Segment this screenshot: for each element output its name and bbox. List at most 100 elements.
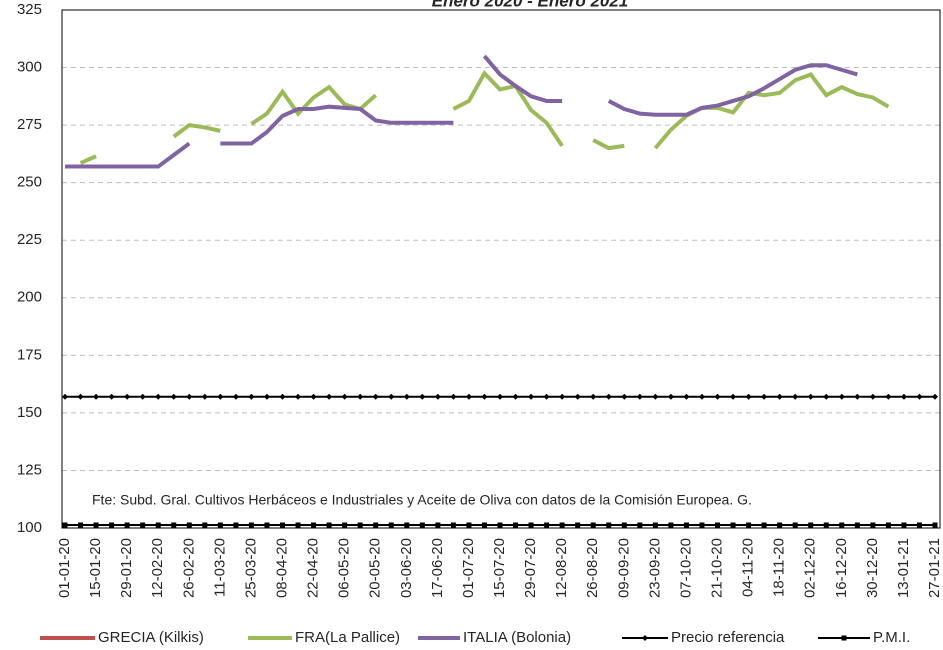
marker (466, 522, 472, 528)
marker (761, 522, 767, 528)
marker (808, 522, 814, 528)
marker (621, 522, 627, 528)
x-tick-label: 30-12-20 (864, 538, 881, 598)
marker (559, 393, 566, 400)
marker (62, 393, 68, 400)
marker (108, 393, 115, 400)
x-tick-label: 06-05-20 (336, 538, 353, 598)
marker (280, 522, 285, 528)
marker (419, 522, 425, 528)
marker (932, 393, 938, 400)
plot-frame (61, 9, 941, 529)
legend-label: FRA(La Pallice) (295, 629, 400, 646)
marker (372, 393, 379, 400)
chart-title: Enero 2020 - Enero 2021 (432, 0, 629, 10)
x-tick-label: 17-06-20 (429, 538, 446, 598)
x-tick-label: 26-02-20 (180, 538, 197, 598)
legend-marker (841, 635, 847, 641)
marker (574, 393, 581, 400)
legend-label: P.M.I. (873, 629, 910, 646)
marker (450, 393, 457, 400)
x-tick-label: 07-10-20 (677, 538, 694, 598)
marker (62, 522, 68, 528)
series-line (65, 54, 858, 169)
x-tick-label: 27-01-21 (926, 538, 943, 598)
x-tick-label: 01-07-20 (460, 538, 477, 598)
marker (77, 393, 84, 400)
marker (232, 393, 239, 400)
marker (854, 393, 861, 400)
marker (621, 393, 628, 400)
marker (435, 522, 441, 528)
marker (869, 393, 876, 400)
marker (730, 522, 736, 528)
marker (310, 393, 317, 400)
marker (901, 522, 907, 528)
marker (403, 393, 410, 400)
marker (916, 393, 923, 400)
x-tick-label: 21-10-20 (708, 538, 725, 598)
x-tick-label: 22-04-20 (305, 538, 322, 598)
marker (341, 393, 348, 400)
marker (652, 522, 658, 528)
marker (699, 522, 705, 528)
marker (93, 522, 99, 528)
x-tick-label: 08-04-20 (273, 538, 290, 598)
marker (528, 393, 535, 400)
marker (264, 522, 270, 528)
x-tick-label: 29-01-20 (118, 538, 135, 598)
marker (357, 393, 364, 400)
marker (823, 393, 830, 400)
marker (839, 522, 845, 528)
y-tick-label: 175 (17, 346, 42, 363)
x-tick-label: 23-09-20 (646, 538, 663, 598)
marker (140, 522, 146, 528)
legend-label: GRECIA (Kilkis) (98, 629, 204, 646)
marker (668, 522, 674, 528)
marker (730, 393, 737, 400)
x-tick-label: 18-11-20 (771, 538, 788, 597)
marker (870, 522, 876, 528)
marker (388, 522, 394, 528)
marker (792, 393, 799, 400)
marker (792, 522, 798, 528)
x-tick-label: 09-09-20 (615, 538, 632, 598)
marker (823, 522, 829, 528)
marker (575, 522, 581, 528)
marker (326, 522, 332, 528)
marker (590, 393, 597, 400)
marker (698, 393, 705, 400)
x-tick-label: 12-08-20 (553, 538, 570, 598)
marker (559, 522, 565, 528)
marker (481, 522, 487, 528)
marker (854, 522, 860, 528)
marker (714, 393, 721, 400)
x-tick-label: 04-11-20 (740, 538, 757, 597)
marker (201, 393, 208, 400)
marker (155, 393, 162, 400)
x-tick-label: 25-03-20 (242, 538, 259, 598)
marker (497, 393, 503, 400)
marker (155, 522, 161, 528)
marker (78, 522, 84, 528)
marker (171, 522, 177, 528)
marker (279, 393, 286, 400)
marker (513, 522, 519, 528)
marker (109, 522, 115, 528)
x-tick-label: 13-01-21 (895, 538, 912, 598)
marker (932, 522, 938, 528)
legend-marker (642, 635, 648, 641)
marker (434, 393, 441, 400)
x-tick-label: 01-01-20 (56, 538, 73, 598)
marker (311, 522, 317, 528)
marker (295, 522, 301, 528)
annotation: Fte: Subd. Gral. Cultivos Herbáceos e In… (92, 492, 752, 508)
legend-label: ITALIA (Bolonia) (463, 629, 571, 646)
marker (217, 522, 223, 528)
marker (605, 393, 612, 400)
x-tick-label: 16-12-20 (833, 538, 850, 598)
y-tick-label: 125 (17, 461, 42, 478)
marker (124, 522, 130, 528)
marker (170, 393, 177, 400)
